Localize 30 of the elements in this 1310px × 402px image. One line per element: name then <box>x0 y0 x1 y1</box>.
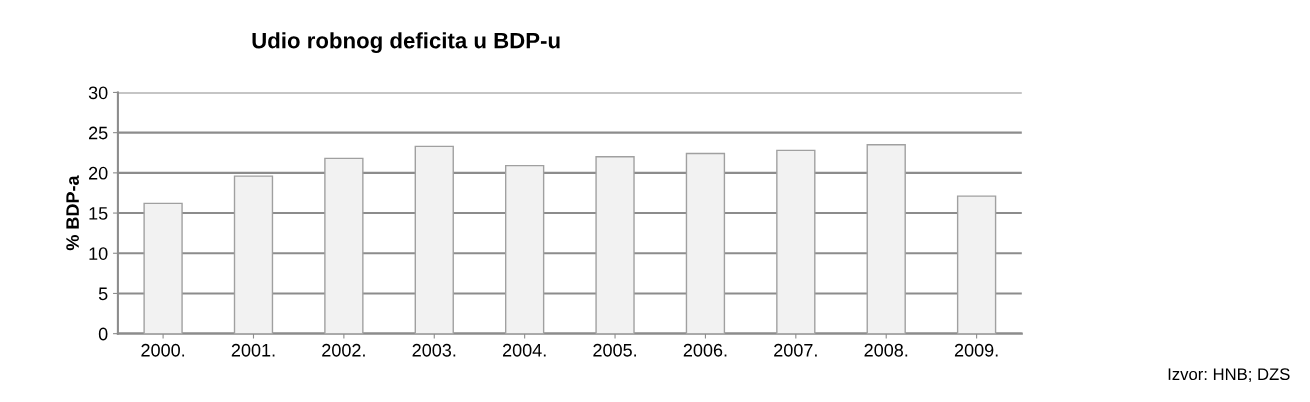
bar <box>324 157 364 334</box>
chart-title: Udio robnog deficita u BDP-u <box>252 32 560 53</box>
bar <box>776 149 816 334</box>
x-tick-label: 2009. <box>954 343 998 357</box>
y-axis-title: % BDP-a <box>66 175 79 251</box>
y-tick-label: 25 <box>89 126 108 140</box>
y-tick-label: 0 <box>98 327 108 341</box>
bar <box>685 152 726 334</box>
y-tick-label: 10 <box>89 247 108 260</box>
bar <box>504 164 545 334</box>
y-tick-label: 5 <box>98 287 108 301</box>
x-tick-label: 2008. <box>864 343 908 357</box>
bar <box>233 175 274 334</box>
x-tick-label: 2007. <box>774 343 817 357</box>
x-tick-label: 2000. <box>141 343 185 357</box>
bar <box>414 145 454 334</box>
y-tick-label: 30 <box>88 86 108 100</box>
bar <box>866 144 906 334</box>
bar <box>595 156 635 334</box>
bar <box>956 195 997 334</box>
x-tick-label: 2003. <box>412 343 456 357</box>
bar <box>143 202 183 334</box>
text: Izvor: HNB; DZS <box>1168 368 1290 383</box>
x-tick-label: 2002. <box>322 343 365 357</box>
x-tick-label: 2006. <box>683 343 727 357</box>
y-tick-label: 15 <box>89 207 108 220</box>
x-tick-label: 2001. <box>231 343 275 357</box>
x-tick-label: 2005. <box>593 343 636 357</box>
x-tick-label: 2004. <box>502 343 546 357</box>
y-tick-label: 20 <box>89 166 108 180</box>
